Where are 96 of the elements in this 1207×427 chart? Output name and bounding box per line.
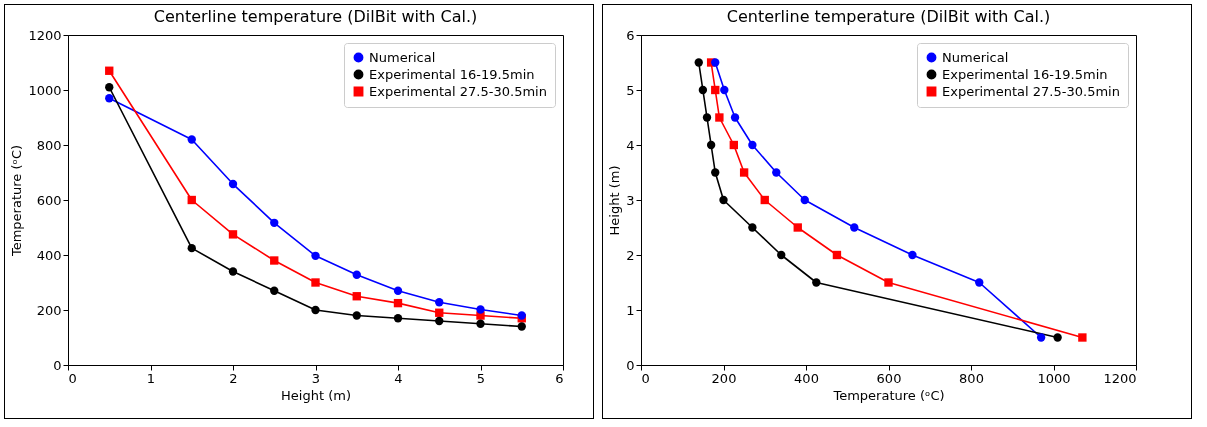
point	[311, 305, 320, 315]
point	[715, 113, 724, 122]
point	[435, 308, 444, 317]
point	[435, 298, 444, 307]
y-tick-label: 6	[626, 27, 635, 43]
y-tick-label: 4	[626, 137, 635, 153]
legend-label: Experimental 27.5-30.5min	[369, 83, 547, 99]
point	[105, 83, 114, 92]
point	[698, 85, 708, 95]
y-axis-title: Height (m)	[607, 165, 623, 236]
point	[270, 286, 279, 295]
point	[393, 298, 403, 308]
x-tick-label: 200	[711, 370, 737, 386]
point	[270, 218, 279, 227]
y-tick-label: 400	[36, 247, 62, 263]
point	[1036, 333, 1046, 342]
point	[711, 58, 720, 67]
point	[1078, 333, 1087, 342]
point	[711, 168, 720, 177]
legend-label: Experimental 27.5-30.5min	[942, 83, 1120, 99]
y-tick-label: 2	[626, 247, 635, 263]
point	[719, 195, 728, 205]
point	[720, 85, 729, 95]
point	[311, 278, 320, 287]
point	[393, 286, 403, 295]
point	[793, 223, 802, 232]
x-tick-label: 1000	[1037, 370, 1071, 386]
point	[832, 250, 842, 260]
point	[352, 270, 361, 279]
y-tick-label: 1200	[28, 27, 62, 43]
point	[228, 267, 238, 276]
point	[694, 58, 703, 67]
y-tick-label: 600	[36, 192, 62, 208]
y-tick-label: 1000	[28, 82, 62, 98]
point	[187, 195, 196, 205]
y-tick-label: 1	[626, 302, 635, 318]
y-axis-title: Temperature (ᵒC)	[9, 144, 25, 258]
point	[270, 256, 279, 265]
y-tick-label: 0	[53, 357, 62, 373]
legend-label: Numerical	[942, 49, 1009, 65]
point	[105, 66, 114, 75]
point	[812, 278, 821, 287]
point	[706, 140, 716, 150]
chart-title: Centerline temperature (DilBit with Cal.)	[153, 7, 478, 26]
y-tick-label: 200	[36, 302, 62, 318]
point	[711, 85, 720, 95]
point	[517, 322, 526, 331]
point	[760, 195, 769, 205]
x-tick-label: 1200	[1103, 370, 1137, 386]
point	[105, 94, 114, 103]
x-axis-title: Height (m)	[281, 387, 351, 403]
point	[352, 311, 361, 320]
point	[476, 319, 485, 328]
point	[730, 113, 740, 122]
x-tick-label: 2	[229, 370, 238, 386]
point	[187, 243, 196, 253]
y-tick-label: 800	[36, 137, 62, 153]
point	[311, 251, 320, 260]
point	[228, 230, 238, 239]
point	[850, 223, 859, 232]
x-tick-label: 0	[68, 370, 77, 386]
x-tick-label: 800	[959, 370, 984, 386]
point	[884, 278, 893, 287]
point	[975, 278, 984, 287]
x-axis-title: Temperature (ᵒC)	[832, 387, 945, 403]
x-tick-label: 400	[794, 370, 819, 386]
point	[352, 292, 361, 301]
point	[777, 250, 786, 260]
point	[187, 135, 196, 144]
x-tick-label: 0	[641, 370, 650, 386]
x-tick-label: 6	[555, 370, 564, 386]
point	[748, 223, 757, 232]
legend-label: Experimental 16-19.5min	[942, 66, 1108, 82]
point	[228, 179, 238, 189]
point	[748, 140, 757, 150]
point	[908, 250, 917, 260]
point	[739, 168, 749, 177]
x-tick-label: 5	[476, 370, 486, 386]
y-tick-label: 5	[626, 82, 635, 98]
chart-title: Centerline temperature (DilBit with Cal.)	[726, 7, 1051, 26]
x-tick-label: 1	[146, 370, 156, 386]
y-tick-label: 0	[626, 357, 635, 373]
point	[729, 140, 738, 150]
point	[435, 316, 444, 326]
point	[1053, 333, 1062, 342]
point	[702, 113, 712, 122]
point	[476, 305, 485, 314]
y-tick-label: 3	[626, 192, 635, 208]
legend-label: Experimental 16-19.5min	[369, 66, 535, 82]
x-tick-label: 600	[876, 370, 902, 386]
point	[772, 168, 781, 177]
legend-label: Numerical	[369, 49, 436, 65]
x-tick-label: 3	[311, 370, 321, 386]
point	[393, 314, 403, 323]
x-tick-label: 4	[394, 370, 403, 386]
point	[800, 195, 809, 205]
